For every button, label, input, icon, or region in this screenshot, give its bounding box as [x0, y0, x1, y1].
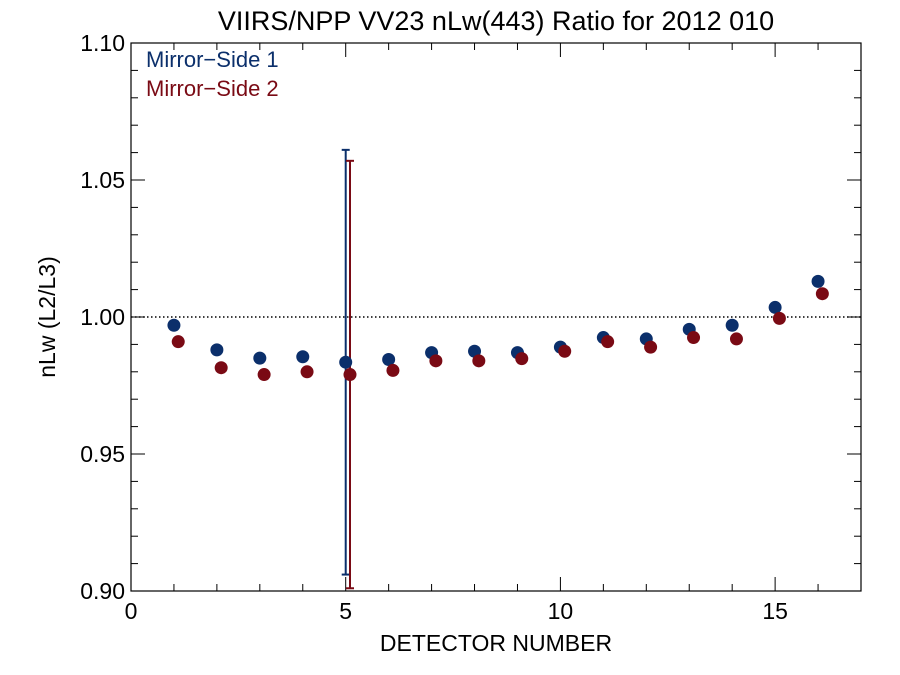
data-point — [339, 355, 353, 369]
data-point — [815, 287, 829, 301]
data-point — [429, 354, 443, 368]
y-tick-label: 1.10 — [80, 30, 125, 56]
data-point — [772, 311, 786, 325]
y-tick-label: 0.95 — [80, 441, 125, 467]
data-point — [644, 340, 658, 354]
x-tick-label: 5 — [339, 598, 352, 624]
x-axis: 0 5 10 15 — [125, 43, 862, 624]
data-point — [382, 352, 396, 366]
data-point — [171, 335, 185, 349]
legend-entry: Mirror−Side 1 — [146, 47, 279, 72]
data-point — [300, 365, 314, 379]
data-point — [386, 363, 400, 377]
y-axis: 0.90 0.95 1.00 1.05 1.10 — [80, 30, 861, 604]
data-point — [725, 318, 739, 332]
y-tick-label: 1.00 — [80, 304, 125, 330]
data-point — [253, 351, 267, 365]
data-point — [167, 318, 181, 332]
data-point — [214, 361, 228, 375]
data-point — [472, 354, 486, 368]
chart-title: VIIRS/NPP VV23 nLw(443) Ratio for 2012 0… — [218, 6, 774, 36]
y-tick-label: 1.05 — [80, 167, 125, 193]
data-point — [811, 274, 825, 288]
data-point — [210, 343, 224, 357]
data-point — [768, 300, 782, 314]
data-point — [601, 335, 615, 349]
x-axis-label: DETECTOR NUMBER — [380, 630, 612, 656]
y-tick-label: 0.90 — [80, 578, 125, 604]
data-point — [257, 368, 271, 382]
x-tick-label: 15 — [762, 598, 788, 624]
data-point — [729, 332, 743, 346]
data-points — [167, 274, 829, 382]
data-point — [343, 368, 357, 382]
data-point — [515, 352, 529, 366]
legend-entry: Mirror−Side 2 — [146, 76, 279, 101]
y-axis-label: nLw (L2/L3) — [34, 256, 60, 377]
x-tick-label: 10 — [548, 598, 574, 624]
x-tick-label: 0 — [125, 598, 138, 624]
data-point — [687, 331, 701, 345]
legend: Mirror−Side 1 Mirror−Side 2 — [146, 47, 279, 101]
data-point — [558, 344, 572, 358]
data-point — [296, 350, 310, 364]
